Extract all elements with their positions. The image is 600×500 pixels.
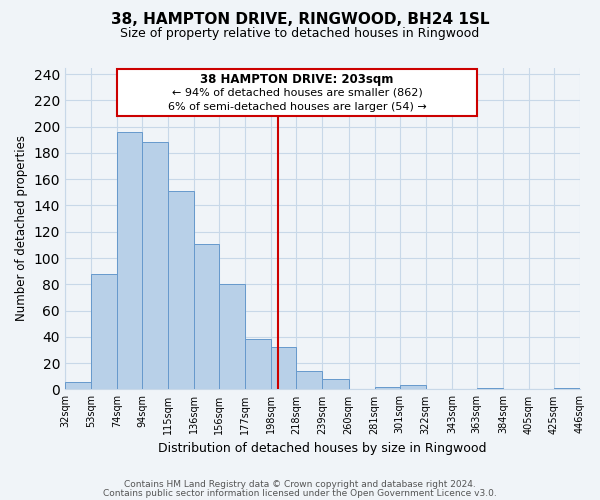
Text: Contains HM Land Registry data © Crown copyright and database right 2024.: Contains HM Land Registry data © Crown c…	[124, 480, 476, 489]
Text: 6% of semi-detached houses are larger (54) →: 6% of semi-detached houses are larger (5…	[167, 102, 427, 113]
Text: 38 HAMPTON DRIVE: 203sqm: 38 HAMPTON DRIVE: 203sqm	[200, 73, 394, 86]
Bar	[554, 388, 580, 390]
X-axis label: Distribution of detached houses by size in Ringwood: Distribution of detached houses by size …	[158, 442, 487, 455]
Bar	[219, 284, 245, 390]
Bar	[375, 387, 400, 390]
Text: Contains public sector information licensed under the Open Government Licence v3: Contains public sector information licen…	[103, 490, 497, 498]
Bar	[117, 132, 142, 390]
Y-axis label: Number of detached properties: Number of detached properties	[15, 136, 28, 322]
Text: Size of property relative to detached houses in Ringwood: Size of property relative to detached ho…	[121, 28, 479, 40]
Bar	[400, 386, 426, 390]
Bar	[271, 348, 296, 390]
Bar	[194, 244, 219, 390]
FancyBboxPatch shape	[117, 69, 477, 116]
Bar	[168, 191, 194, 390]
Bar	[142, 142, 168, 390]
Bar	[65, 382, 91, 390]
Text: 38, HAMPTON DRIVE, RINGWOOD, BH24 1SL: 38, HAMPTON DRIVE, RINGWOOD, BH24 1SL	[111, 12, 489, 28]
Bar	[296, 371, 322, 390]
Bar	[245, 340, 271, 390]
Bar	[477, 388, 503, 390]
Bar	[322, 379, 349, 390]
Bar	[91, 274, 117, 390]
Text: ← 94% of detached houses are smaller (862): ← 94% of detached houses are smaller (86…	[172, 88, 422, 98]
